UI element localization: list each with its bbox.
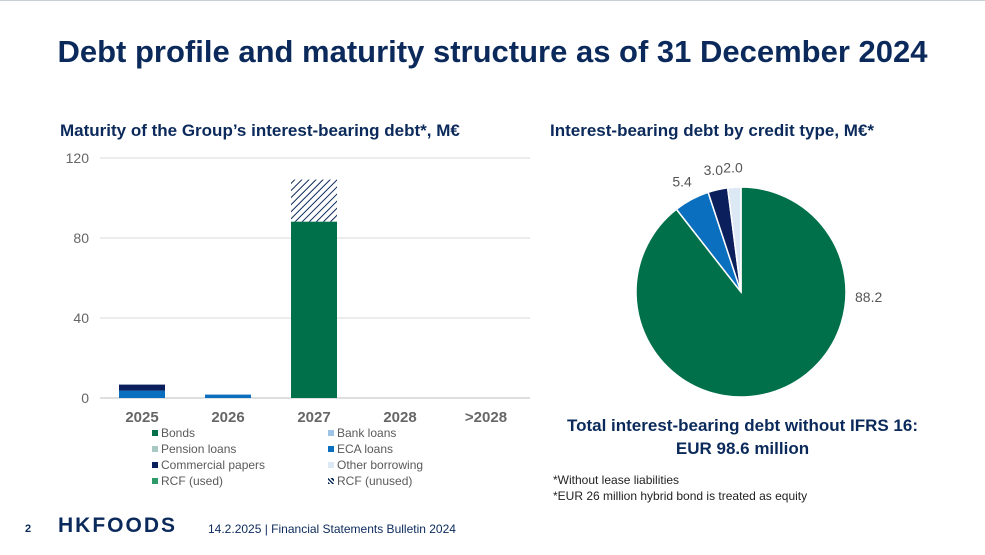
- legend-item: Other borrowing: [328, 458, 423, 472]
- total-debt-label: Total interest-bearing debt without IFRS…: [566, 416, 919, 435]
- page-title: Debt profile and maturity structure as o…: [57, 34, 928, 69]
- legend-swatch: [152, 446, 158, 452]
- footnote-1: *Without lease liabilities: [553, 473, 680, 487]
- x-tick-label: 2026: [211, 409, 244, 426]
- legend-label: RCF (unused): [337, 474, 413, 488]
- company-logo: HKFOODS: [58, 514, 177, 537]
- y-tick-label: 40: [73, 310, 89, 326]
- legend-item: Pension loans: [152, 442, 236, 456]
- legend-label: Bank loans: [337, 426, 397, 440]
- bar-segment: [291, 179, 337, 222]
- legend-swatch: [328, 446, 334, 452]
- legend-swatch: [328, 478, 334, 484]
- total-debt-value: EUR 98.6 million: [675, 439, 810, 458]
- y-tick-label: 0: [81, 390, 89, 406]
- legend-item: Bank loans: [328, 426, 396, 440]
- pie-slice: [726, 186, 742, 293]
- footer-text: 14.2.2025 | Financial Statements Bulleti…: [208, 522, 456, 536]
- y-tick-label: 120: [66, 150, 90, 166]
- y-tick-label: 80: [73, 230, 89, 246]
- x-tick-label: 2028: [383, 409, 416, 426]
- footnote-2: *EUR 26 million hybrid bond is treated a…: [553, 489, 808, 503]
- x-tick-label: >2028: [465, 409, 507, 426]
- pie-data-label: 5.4: [672, 174, 692, 190]
- legend-label: Other borrowing: [337, 458, 424, 472]
- legend-item: ECA loans: [328, 442, 393, 456]
- x-tick-label: 2027: [297, 409, 330, 426]
- legend-item: RCF (used): [152, 474, 223, 488]
- legend-label: ECA loans: [337, 442, 394, 456]
- pie-data-label: 2.0: [723, 159, 743, 175]
- legend-label: Pension loans: [161, 442, 237, 456]
- legend-label: RCF (used): [161, 474, 224, 488]
- legend-swatch: [152, 462, 158, 468]
- pie-chart-title: Interest-bearing debt by credit type, M€…: [550, 121, 875, 140]
- bar-segment: [205, 394, 251, 395]
- page-number: 2: [25, 523, 32, 535]
- legend-swatch: [328, 430, 334, 436]
- bar-chart-title: Maturity of the Group’s interest-bearing…: [60, 121, 460, 140]
- pie-data-label: 3.0: [704, 162, 724, 178]
- legend-item: Bonds: [152, 426, 195, 440]
- legend-swatch: [152, 478, 158, 484]
- x-tick-label: 2025: [125, 409, 158, 426]
- bar-segment: [119, 384, 165, 391]
- top-divider: [0, 0, 985, 1]
- pie-data-label: 88.2: [855, 289, 882, 305]
- bar-segment: [291, 221, 337, 398]
- total-debt-summary: Total interest-bearing debt without IFRS…: [535, 414, 950, 460]
- legend-swatch: [328, 462, 334, 468]
- legend-item: RCF (unused): [328, 474, 412, 488]
- bar-segment: [205, 394, 251, 398]
- footer: 2 HKFOODS 14.2.2025 | Financial Statemen…: [0, 514, 985, 544]
- footnotes: *Without lease liabilities *EUR 26 milli…: [553, 472, 807, 504]
- legend-label: Commercial papers: [161, 458, 266, 472]
- legend-item: Commercial papers: [152, 458, 265, 472]
- legend-label: Bonds: [161, 426, 196, 440]
- legend-swatch: [152, 430, 158, 436]
- bar-segment: [119, 390, 165, 398]
